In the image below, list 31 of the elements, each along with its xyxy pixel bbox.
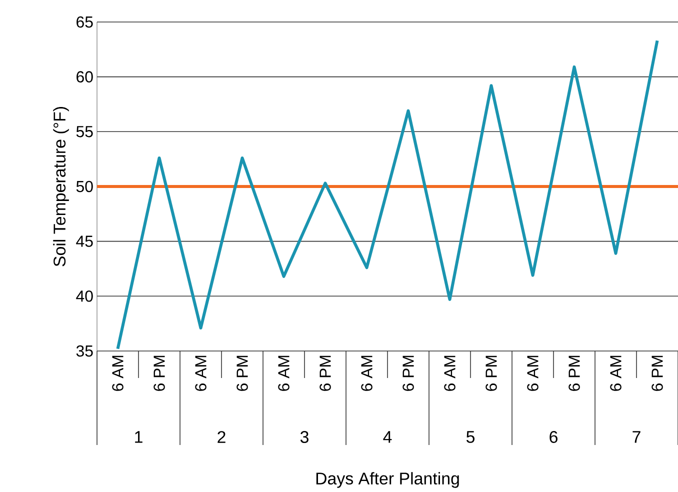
y-tick-label: 65: [76, 16, 93, 28]
y-axis-title: Soil Temperature (°F): [53, 107, 69, 266]
y-tick-label: 60: [76, 71, 93, 82]
x-tick-label: 6 PM: [652, 356, 663, 391]
x-tick-label: 6 PM: [236, 356, 248, 391]
x-tick-label: 6 PM: [320, 356, 331, 391]
y-tick-label: 55: [76, 126, 93, 138]
x-tick-label: 6 AM: [361, 356, 372, 391]
x-tick-label: 6 PM: [154, 356, 165, 391]
y-tick-label: 40: [76, 290, 93, 302]
x-tick-label: 6 AM: [610, 356, 622, 391]
x-axis-title: Days After Planting: [316, 472, 459, 488]
x-tick-label: 6 AM: [195, 356, 206, 391]
y-tick-label: 50: [76, 180, 93, 192]
text: 5: [466, 431, 475, 443]
y-tick-label: 45: [76, 236, 93, 247]
text: 3: [300, 430, 308, 443]
x-tick-label: 6 AM: [278, 356, 290, 391]
text: 6: [550, 430, 558, 443]
line-series: [116, 39, 659, 350]
x-tick-label: 6 PM: [402, 356, 414, 391]
x-tick-label: 6 PM: [568, 356, 580, 391]
x-tick-label: 6 AM: [112, 356, 124, 391]
text: 1: [135, 431, 142, 443]
x-tick-label: 6 AM: [527, 356, 538, 391]
text: 4: [383, 431, 392, 443]
text: 2: [218, 431, 226, 443]
x-tick-label: 6 PM: [486, 356, 497, 391]
x-tick-label: 6 AM: [444, 356, 456, 391]
y-tick-label: 35: [76, 345, 93, 357]
text: 7: [632, 431, 640, 443]
